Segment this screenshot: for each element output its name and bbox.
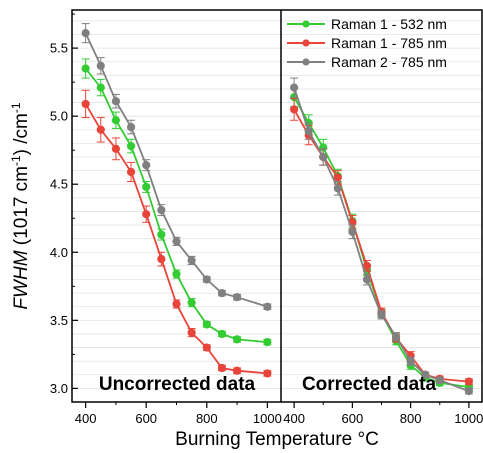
- x-tick-label: 600: [342, 411, 364, 426]
- y-tick-label: 4.5: [50, 177, 68, 192]
- legend-label: Raman 1 - 785 nm: [331, 35, 447, 51]
- data-point: [157, 254, 166, 264]
- data-point: [172, 269, 181, 279]
- series-raman2_785: [81, 23, 272, 311]
- data-point: [142, 161, 151, 170]
- data-point: [464, 377, 473, 386]
- data-point: [111, 116, 121, 125]
- data-point: [111, 144, 121, 153]
- series-raman2_785: [290, 77, 473, 396]
- data-point: [172, 299, 181, 309]
- legend-marker: [302, 58, 310, 66]
- series-line: [293, 96, 470, 388]
- data-point: [187, 256, 196, 265]
- y-tick-label: 3.0: [50, 381, 68, 396]
- data-point: [172, 237, 181, 246]
- data-point: [96, 83, 105, 92]
- legend-label: Raman 2 - 785 nm: [331, 54, 447, 70]
- y-tick-label: 5.5: [50, 41, 68, 56]
- data-point: [142, 210, 151, 219]
- x-tick-label: 1000: [454, 411, 483, 426]
- legend-marker: [302, 20, 310, 28]
- y-tick-label: 4.0: [50, 245, 68, 260]
- x-tick-label: 1000: [253, 411, 282, 426]
- data-point: [333, 184, 342, 193]
- gridlines: [72, 20, 482, 389]
- series-line: [293, 87, 470, 392]
- data-point: [81, 64, 90, 73]
- y-axis-title-quantity: FWHM: [11, 250, 32, 309]
- legend: Raman 1 - 532 nm Raman 1 - 785 nm Raman 2 …: [287, 16, 447, 70]
- series-layer: [81, 23, 473, 396]
- y-axis-title-unit-sup: -1: [9, 102, 23, 113]
- x-tick-label: 600: [135, 411, 157, 426]
- data-point: [96, 61, 105, 70]
- data-point: [202, 275, 211, 284]
- plot-frame: [71, 9, 483, 403]
- series-raman1_785: [81, 89, 272, 378]
- y-axis-title-sup: -1: [9, 155, 23, 166]
- legend-label: Raman 1 - 532 nm: [331, 16, 447, 32]
- data-point: [304, 127, 313, 136]
- data-point: [421, 370, 430, 379]
- data-point: [263, 338, 272, 347]
- data-point: [232, 293, 242, 302]
- data-point: [290, 83, 299, 92]
- data-point: [217, 289, 227, 298]
- x-axis-title: Burning Temperature °C: [175, 429, 379, 450]
- data-point: [333, 173, 342, 182]
- series-raman1_785: [290, 97, 473, 386]
- data-point: [362, 275, 372, 284]
- x-tick-label: 400: [283, 411, 305, 426]
- data-point: [81, 29, 90, 38]
- series-raman1_532: [290, 87, 473, 392]
- data-point: [464, 387, 473, 396]
- data-point: [217, 329, 227, 339]
- data-point: [319, 152, 328, 162]
- data-point: [263, 302, 272, 311]
- data-point: [202, 343, 211, 352]
- legend-marker: [302, 39, 310, 47]
- panel-label-corrected: Corrected data: [302, 374, 437, 395]
- data-point: [111, 97, 121, 106]
- data-point: [81, 99, 90, 109]
- data-point: [290, 105, 299, 114]
- panel-label-uncorrected: Uncorrected data: [99, 374, 256, 395]
- x-tick-label: 400: [75, 411, 97, 426]
- data-point: [435, 376, 444, 385]
- data-point: [157, 230, 166, 239]
- data-point: [232, 366, 242, 375]
- data-point: [348, 227, 357, 236]
- data-point: [126, 167, 136, 177]
- data-point: [391, 332, 401, 341]
- y-axis-title-unit: ) /cm: [11, 113, 32, 155]
- y-axis-title: FWHM (1017 cm-1) /cm-1: [9, 102, 32, 309]
- data-point: [217, 363, 227, 373]
- data-point: [232, 335, 242, 344]
- data-point: [187, 328, 196, 337]
- x-tick-label: 800: [400, 411, 422, 426]
- y-tick-label: 3.5: [50, 313, 68, 328]
- y-axis-title-part: (1017 cm: [11, 166, 32, 250]
- data-point: [142, 182, 151, 192]
- data-point: [263, 369, 272, 378]
- data-point: [406, 357, 415, 366]
- y-tick-label: 5.0: [50, 109, 68, 124]
- data-point: [202, 320, 211, 329]
- data-point: [157, 205, 166, 215]
- series-raman1_532: [81, 58, 272, 347]
- data-point: [96, 125, 105, 134]
- data-point: [126, 122, 136, 132]
- data-point: [126, 142, 136, 151]
- x-tick-label: 800: [196, 411, 218, 426]
- data-point: [187, 298, 196, 307]
- data-point: [377, 310, 386, 319]
